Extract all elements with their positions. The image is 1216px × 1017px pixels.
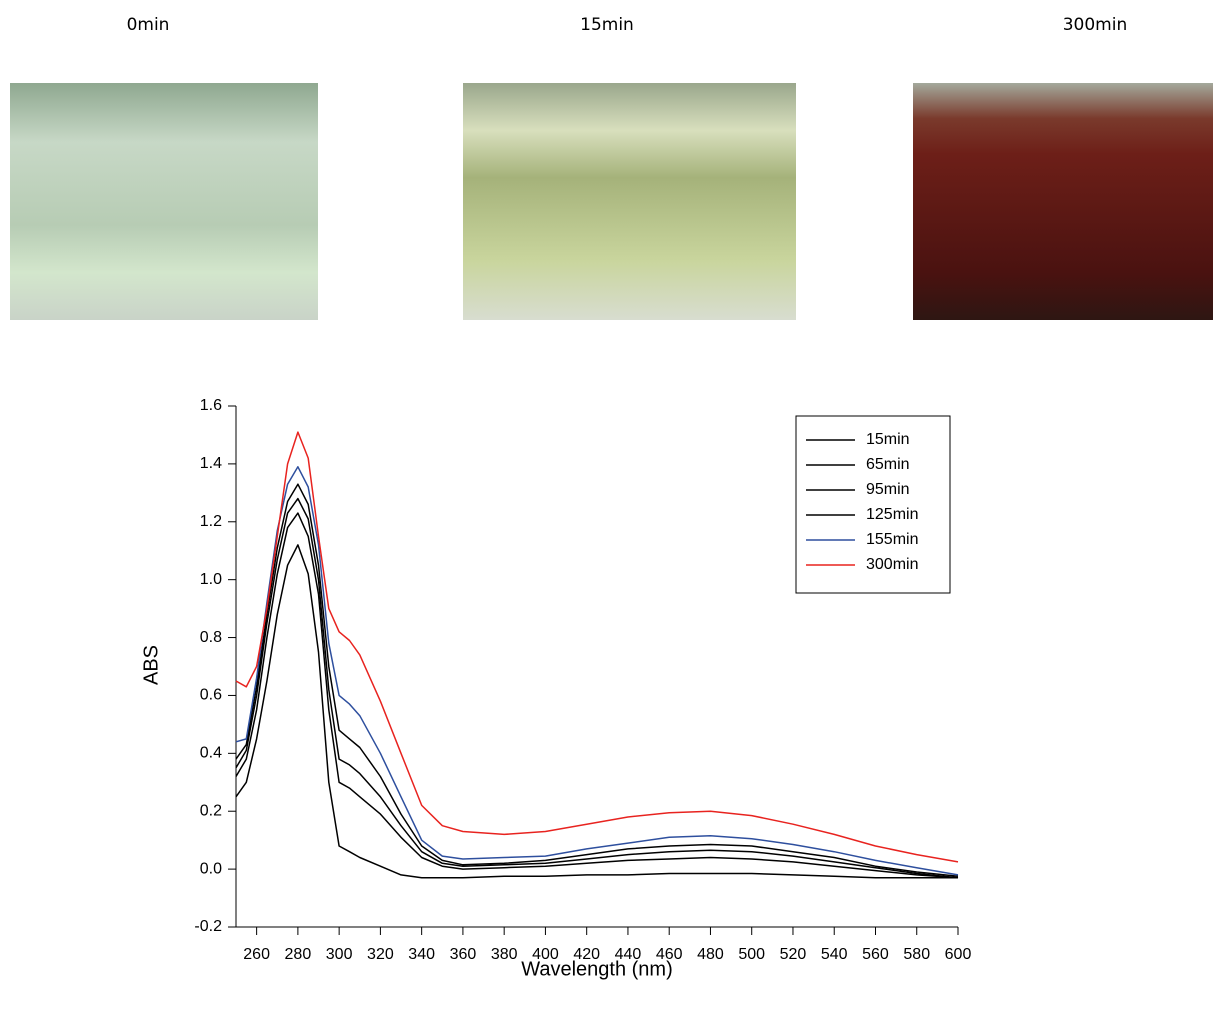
legend-label: 15min — [866, 431, 910, 448]
x-tick-label: 580 — [903, 946, 930, 963]
data-line — [235, 466, 959, 876]
x-tick-label: 600 — [945, 946, 972, 963]
y-tick-label: 0.8 — [200, 629, 222, 646]
x-tick-label: 440 — [615, 946, 642, 963]
x-tick-label: 520 — [780, 946, 807, 963]
legend-label: 300min — [866, 556, 918, 573]
y-tick-label: 0.4 — [200, 745, 222, 762]
photo-label: 15min — [580, 15, 634, 35]
y-tick-label: 0.2 — [200, 802, 222, 819]
x-tick-label: 380 — [491, 946, 518, 963]
legend-label: 65min — [866, 456, 910, 473]
y-tick-label: 1.4 — [200, 455, 222, 472]
y-axis-title: ABS — [140, 645, 162, 685]
y-tick-label: 1.0 — [200, 571, 222, 588]
photo — [463, 83, 796, 320]
data-line — [235, 512, 959, 879]
data-line — [235, 431, 959, 863]
x-tick-label: 260 — [243, 946, 270, 963]
x-tick-label: 540 — [821, 946, 848, 963]
photo — [913, 83, 1213, 320]
x-tick-label: 280 — [285, 946, 312, 963]
photo-label: 300min — [1063, 15, 1128, 35]
x-tick-label: 420 — [573, 946, 600, 963]
y-tick-label: 0.0 — [200, 860, 222, 877]
x-tick-label: 400 — [532, 946, 559, 963]
legend-box — [795, 415, 951, 594]
x-tick-label: 360 — [450, 946, 477, 963]
legend-label: 95min — [866, 481, 910, 498]
x-tick-label: 300 — [326, 946, 353, 963]
data-line — [235, 497, 959, 879]
photo-label: 0min — [127, 15, 170, 35]
x-axis-title: Wavelength (nm) — [521, 958, 673, 980]
y-tick-label: 1.2 — [200, 513, 222, 530]
x-tick-label: 480 — [697, 946, 724, 963]
legend-label: 155min — [866, 531, 918, 548]
x-tick-label: 500 — [738, 946, 765, 963]
photo — [10, 83, 318, 320]
x-tick-label: 340 — [408, 946, 435, 963]
x-tick-label: 560 — [862, 946, 889, 963]
x-tick-label: 460 — [656, 946, 683, 963]
y-tick-label: -0.2 — [194, 918, 222, 935]
y-tick-label: 0.6 — [200, 687, 222, 704]
y-tick-label: 1.6 — [200, 397, 222, 414]
x-tick-label: 320 — [367, 946, 394, 963]
legend-label: 125min — [866, 506, 918, 523]
data-line — [235, 483, 959, 878]
data-line — [235, 544, 958, 879]
